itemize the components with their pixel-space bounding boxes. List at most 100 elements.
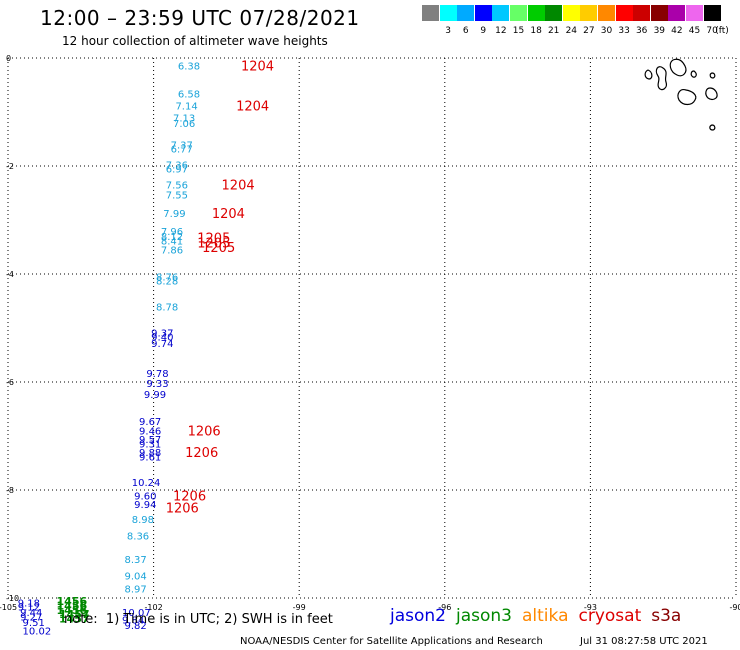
scale-swatch (668, 5, 686, 21)
wave-height-value: 9.18 (18, 598, 40, 609)
wave-height-value: 10.24 (132, 478, 161, 489)
footer-credit: NOAA/NESDIS Center for Satellite Applica… (240, 636, 543, 647)
wave-height-value: 10.07 (122, 608, 151, 619)
scale-swatch (650, 5, 668, 21)
scale-swatch (422, 5, 439, 21)
scale-label: 27 (583, 26, 595, 36)
lon-tick-label: -90 (729, 603, 740, 612)
wave-height-value: 9.33 (146, 379, 168, 390)
scale-unit: (ft) (715, 26, 729, 36)
scale-label: 33 (618, 26, 630, 36)
wave-height-value: 9.88 (139, 448, 161, 459)
scale-label: 39 (653, 26, 666, 36)
wave-height-value: 8.37 (124, 555, 146, 566)
scale-label: 21 (547, 26, 560, 36)
wave-height-value: 8.78 (156, 302, 178, 313)
scale-swatch (615, 5, 633, 21)
page-title: 12:00 – 23:59 UTC 07/28/2021 (40, 6, 360, 30)
wave-height-value: 9.99 (144, 390, 166, 401)
lon-tick-label: -99 (293, 603, 306, 612)
lon-tick-label: -105 (0, 603, 17, 612)
legend-entry-jason3: jason3 (456, 606, 512, 626)
wave-height-value: 9.57 (139, 435, 161, 446)
wave-height-value: 9.46 (139, 427, 161, 438)
island-marchena (690, 70, 697, 78)
wave-height-value: 9.61 (139, 453, 161, 464)
lat-tick-label: -4 (6, 270, 14, 279)
wave-height-value: 8.98 (132, 515, 154, 526)
wave-height-value: 7.56 (166, 180, 188, 191)
axis-tick-labels: -105 -102 -99 -96 -93 -90 0 -2 -4 -6 -8 -10 (0, 54, 740, 612)
wave-height-value: 9.04 (124, 571, 146, 582)
scale-swatch (457, 5, 475, 21)
legend-entry-altika: altika (522, 606, 569, 626)
footer-note: note: 1) Time is in UTC; 2) SWH is in fe… (64, 612, 333, 627)
legend-entry-cryosat: cryosat (578, 606, 642, 626)
scale-label: 18 (530, 26, 542, 36)
pass-time-label: 1204 (236, 100, 269, 115)
pass-time-label: 1205 (197, 231, 230, 246)
wave-height-value: 9.84 (122, 616, 144, 627)
scale-swatch (686, 5, 703, 21)
wave-height-value: 6.38 (178, 62, 200, 73)
wave-height-value: 10.02 (23, 626, 52, 637)
scale-swatch (562, 5, 580, 21)
wave-height-value: 9.51 (23, 618, 45, 629)
lat-tick-label: -2 (6, 162, 14, 171)
scale-label: 15 (512, 26, 525, 36)
lat-lon-grid (7, 57, 737, 599)
page-subtitle: 12 hour collection of altimeter wave hei… (62, 34, 328, 48)
wave-height-value: 9.31 (139, 440, 161, 451)
wave-height-value: 9.82 (124, 621, 146, 632)
scale-label: 42 (671, 26, 683, 36)
pass-time-label: 1206 (166, 501, 199, 516)
scale-swatch (580, 5, 598, 21)
scale-label: 24 (565, 26, 578, 36)
island-fernandina (644, 69, 653, 80)
scale-label: 70 (706, 26, 718, 36)
wave-height-value: 7.99 (163, 209, 185, 220)
wave-height-value: 8.12 (161, 232, 183, 243)
wave-height-value: 7.37 (171, 140, 193, 151)
wave-height-value: 7.14 (175, 102, 197, 113)
scale-label: 12 (495, 26, 507, 36)
scale-swatch (527, 5, 545, 21)
wave-height-value: 9.44 (20, 608, 42, 619)
wave-height-value: 9.37 (151, 328, 173, 339)
jason3-time-label: 1457 (59, 613, 90, 626)
jason3-time-label: 1457 (59, 608, 90, 621)
scale-swatch (492, 5, 510, 21)
island-santa-cruz (677, 89, 697, 106)
wave-height-value: 7.13 (173, 113, 195, 124)
lat-tick-label: 0 (6, 54, 11, 63)
wave-height-value: 8.76 (156, 273, 178, 284)
cryosat-time-labels: 1204120412041204120512051205120612061206… (166, 60, 274, 517)
jason3-time-label: 1456 (57, 600, 88, 613)
scale-label: 45 (688, 26, 701, 36)
jason3-time-label: 1456 (57, 595, 88, 608)
scale-label: 6 (462, 26, 469, 36)
scale-label: 9 (480, 26, 487, 36)
scale-label: 30 (600, 26, 613, 36)
wave-height-value: 8.28 (156, 276, 178, 287)
wave-height-value: 9.94 (134, 500, 156, 511)
pass-time-label: 1205 (202, 241, 235, 256)
island-genovesa (709, 72, 716, 79)
satellite-legend: jason2 jason3 altika cryosat s3a (390, 606, 691, 626)
island-espanola (709, 124, 716, 131)
galapagos-coastline (644, 58, 718, 131)
wave-height-value: 9.74 (151, 339, 173, 350)
wave-height-value: 9.40 (151, 333, 173, 344)
island-isabela (655, 66, 667, 91)
pass-time-label: 1204 (222, 178, 255, 193)
scale-swatch (474, 5, 492, 21)
wave-height-value: 7.36 (166, 160, 188, 171)
wave-height-value: 9.60 (134, 491, 156, 502)
lon-tick-label: -102 (145, 603, 163, 612)
wave-height-value: 8.97 (124, 584, 146, 595)
wave-height-value: 6.58 (178, 90, 200, 101)
footer-generated-date: Jul 31 08:27:58 UTC 2021 (580, 636, 708, 647)
legend-entry-s3a: s3a (651, 606, 682, 626)
